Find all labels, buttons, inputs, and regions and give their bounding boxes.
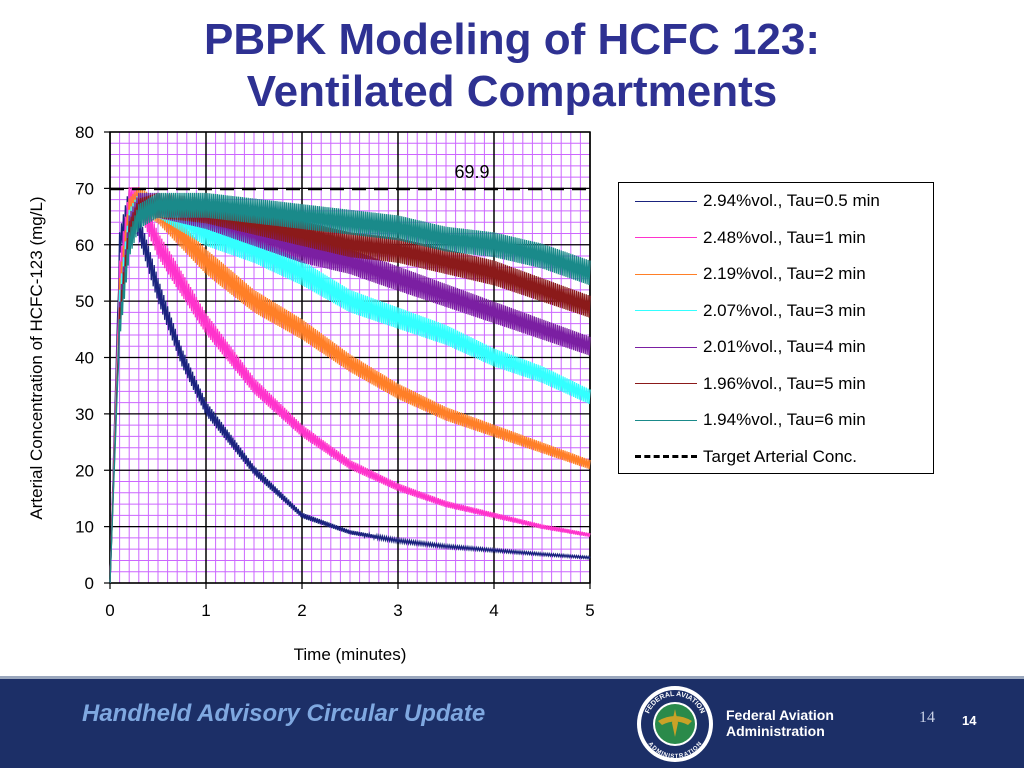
legend-label: 2.07%vol., Tau=3 min (703, 300, 866, 320)
x-tick-label: 5 (585, 601, 594, 620)
chart-legend: 2.94%vol., Tau=0.5 min 2.48%vol., Tau=1 m… (618, 182, 934, 474)
y-tick-label: 40 (75, 349, 94, 368)
y-tick-label: 80 (75, 123, 94, 142)
series-line-1 (109, 187, 591, 584)
series-line-4 (109, 192, 591, 584)
legend-label: 1.94%vol., Tau=6 min (703, 410, 866, 429)
legend-swatch (635, 310, 697, 311)
footer-divider (0, 676, 1024, 679)
slide-title: PBPK Modeling of HCFC 123: Ventilated Co… (0, 14, 1024, 118)
legend-item: 1.94%vol., Tau=6 min (635, 406, 866, 434)
legend-label: 2.48%vol., Tau=1 min (703, 227, 866, 247)
legend-label: 2.01%vol., Tau=4 min (703, 337, 866, 356)
footer-bar: Handheld Advisory Circular Update FEDERA… (0, 679, 1024, 768)
x-tick-label: 4 (489, 601, 498, 620)
page-number-bold: 14 (962, 713, 977, 728)
legend-item: 2.48%vol., Tau=1 min (635, 224, 866, 252)
y-tick-label: 30 (75, 405, 94, 424)
legend-swatch (635, 273, 697, 275)
x-tick-label: 3 (393, 601, 402, 620)
legend-label: Target Arterial Conc. (703, 446, 858, 466)
slide-title-line1: PBPK Modeling of HCFC 123: (203, 15, 821, 64)
slide-title-line2: Ventilated Compartments (246, 67, 778, 116)
series-line-3 (109, 187, 591, 584)
y-tick-label: 70 (75, 179, 94, 198)
legend-item: 2.19%vol., Tau=2 min (635, 260, 866, 288)
y-tick-label: 0 (85, 574, 94, 593)
y-tick-label: 20 (75, 461, 94, 480)
legend-swatch (635, 383, 697, 384)
y-tick-label: 60 (75, 236, 94, 255)
legend-item: 2.94%vol., Tau=0.5 min (635, 187, 880, 215)
x-axis-label: Time (minutes) (294, 645, 407, 664)
series-line-2 (109, 187, 591, 584)
y-tick-label: 50 (75, 292, 94, 311)
legend-swatch (635, 346, 697, 348)
chart-series (109, 187, 591, 584)
x-tick-label: 0 (105, 601, 114, 620)
legend-label: 2.19%vol., Tau=2 min (703, 264, 866, 283)
faa-seal-icon: FEDERAL AVIATION ADMINISTRATION (637, 686, 713, 762)
legend-label: 2.94%vol., Tau=0.5 min (703, 191, 880, 210)
legend-item: 2.07%vol., Tau=3 min (635, 297, 866, 325)
x-tick-label: 2 (297, 601, 306, 620)
target-value-annotation: 69.9 (454, 162, 489, 182)
y-tick-label: 10 (75, 518, 94, 537)
x-tick-label: 1 (201, 601, 210, 620)
legend-item: Target Arterial Conc. (635, 443, 857, 471)
legend-swatch (635, 200, 697, 202)
legend-item: 2.01%vol., Tau=4 min (635, 333, 866, 361)
page-number-serif: 14 (919, 709, 935, 726)
agency-name: Federal Aviation Administration (726, 707, 834, 739)
legend-swatch (635, 419, 697, 421)
legend-swatch (635, 237, 697, 238)
legend-swatch (635, 455, 697, 458)
legend-item: 1.96%vol., Tau=5 min (635, 370, 866, 398)
series-line-7 (109, 192, 591, 584)
legend-label: 1.96%vol., Tau=5 min (703, 373, 866, 393)
agency-name-line2: Administration (726, 723, 825, 739)
y-axis-label: Arterial Concentration of HCFC-123 (mg/L… (27, 196, 46, 519)
footer-title: Handheld Advisory Circular Update (82, 700, 486, 727)
agency-name-line1: Federal Aviation (726, 707, 834, 723)
